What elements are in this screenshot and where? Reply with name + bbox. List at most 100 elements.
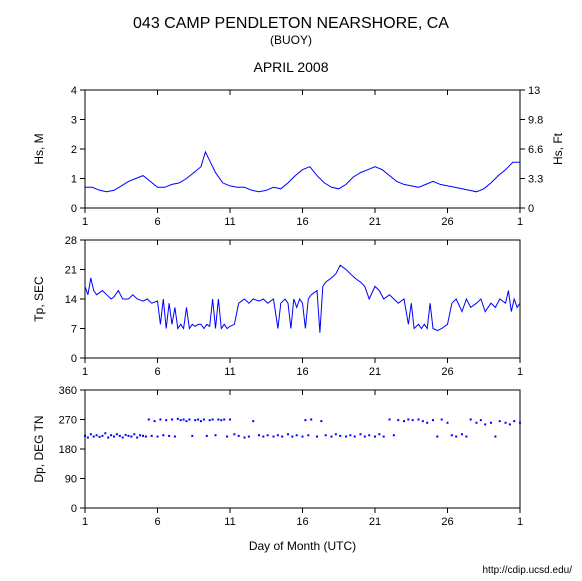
xtick-label: 1 bbox=[517, 216, 523, 228]
data-point bbox=[90, 433, 92, 435]
ytick-label: 0 bbox=[71, 353, 77, 365]
data-point bbox=[209, 419, 211, 421]
data-point bbox=[226, 436, 228, 438]
data-point bbox=[233, 433, 235, 435]
data-point bbox=[139, 434, 141, 436]
data-point bbox=[217, 419, 219, 421]
data-point bbox=[165, 419, 167, 421]
data-point bbox=[407, 419, 409, 421]
data-point bbox=[142, 435, 144, 437]
data-point bbox=[331, 436, 333, 438]
data-point bbox=[116, 433, 118, 435]
data-point bbox=[302, 436, 304, 438]
ytick-right-label: 9.8 bbox=[528, 115, 543, 127]
data-point bbox=[194, 419, 196, 421]
data-point bbox=[188, 419, 190, 421]
data-point bbox=[389, 419, 391, 421]
data-point bbox=[87, 437, 89, 439]
data-point bbox=[320, 420, 322, 422]
data-point bbox=[154, 420, 156, 422]
data-point bbox=[484, 423, 486, 425]
data-point bbox=[277, 434, 279, 436]
ytick-right-label: 6.6 bbox=[528, 144, 543, 156]
data-point bbox=[122, 437, 124, 439]
data-point bbox=[174, 436, 176, 438]
data-point bbox=[455, 436, 457, 438]
ytick-label: 2 bbox=[71, 144, 77, 156]
data-line bbox=[85, 152, 520, 192]
data-point bbox=[244, 437, 246, 439]
data-point bbox=[470, 419, 472, 421]
data-point bbox=[499, 420, 501, 422]
data-point bbox=[354, 436, 356, 438]
data-point bbox=[203, 419, 205, 421]
data-point bbox=[128, 435, 130, 437]
xtick-label: 21 bbox=[369, 366, 381, 378]
data-point bbox=[461, 433, 463, 435]
data-point bbox=[383, 436, 385, 438]
data-point bbox=[133, 433, 135, 435]
panel-frame bbox=[85, 390, 520, 508]
xtick-label: 1 bbox=[517, 366, 523, 378]
data-point bbox=[494, 436, 496, 438]
xtick-label: 11 bbox=[224, 366, 235, 378]
data-point bbox=[101, 435, 103, 437]
data-point bbox=[130, 436, 132, 438]
data-point bbox=[157, 436, 159, 438]
chart-container: 043 CAMP PENDLETON NEARSHORE, CA(BUOY)AP… bbox=[0, 0, 582, 581]
xtick-label: 1 bbox=[82, 216, 88, 228]
data-point bbox=[177, 418, 179, 420]
ytick-right-label: 0 bbox=[528, 203, 534, 215]
data-point bbox=[349, 434, 351, 436]
data-point bbox=[229, 419, 231, 421]
data-point bbox=[310, 419, 312, 421]
xtick-label: 26 bbox=[441, 366, 453, 378]
xtick-label: 21 bbox=[369, 216, 381, 228]
data-point bbox=[197, 419, 199, 421]
data-point bbox=[422, 420, 424, 422]
data-point bbox=[93, 436, 95, 438]
data-point bbox=[119, 435, 121, 437]
data-point bbox=[307, 434, 309, 436]
data-point bbox=[162, 434, 164, 436]
chart-svg: 043 CAMP PENDLETON NEARSHORE, CA(BUOY)AP… bbox=[0, 0, 582, 581]
data-point bbox=[480, 419, 482, 421]
data-point bbox=[447, 422, 449, 424]
data-point bbox=[418, 419, 420, 421]
data-point bbox=[490, 422, 492, 424]
ytick-label: 90 bbox=[65, 474, 77, 486]
ytick-label: 0 bbox=[71, 203, 77, 215]
data-point bbox=[183, 419, 185, 421]
xtick-label: 6 bbox=[154, 366, 160, 378]
data-point bbox=[304, 419, 306, 421]
data-point bbox=[291, 436, 293, 438]
data-point bbox=[441, 419, 443, 421]
data-point bbox=[378, 433, 380, 435]
data-point bbox=[200, 420, 202, 422]
data-point bbox=[364, 436, 366, 438]
data-point bbox=[212, 419, 214, 421]
ytick-label: 3 bbox=[71, 115, 77, 127]
data-point bbox=[252, 420, 254, 422]
ylabel-left: Hs, M bbox=[32, 133, 46, 164]
data-point bbox=[159, 419, 161, 421]
data-point bbox=[519, 422, 521, 424]
data-point bbox=[215, 434, 217, 436]
data-point bbox=[145, 436, 147, 438]
data-point bbox=[403, 420, 405, 422]
data-point bbox=[339, 435, 341, 437]
xtick-label: 21 bbox=[369, 516, 381, 528]
panel-frame bbox=[85, 240, 520, 358]
buoy-subtitle: (BUOY) bbox=[270, 33, 312, 47]
xtick-label: 26 bbox=[441, 216, 453, 228]
data-point bbox=[345, 436, 347, 438]
ytick-label: 270 bbox=[59, 415, 77, 427]
ytick-label: 1 bbox=[71, 174, 77, 186]
data-point bbox=[258, 434, 260, 436]
data-point bbox=[451, 434, 453, 436]
data-point bbox=[432, 419, 434, 421]
data-point bbox=[125, 434, 127, 436]
xtick-label: 6 bbox=[154, 216, 160, 228]
ylabel-left: Dp, DEG TN bbox=[32, 415, 46, 482]
xtick-label: 11 bbox=[224, 216, 235, 228]
